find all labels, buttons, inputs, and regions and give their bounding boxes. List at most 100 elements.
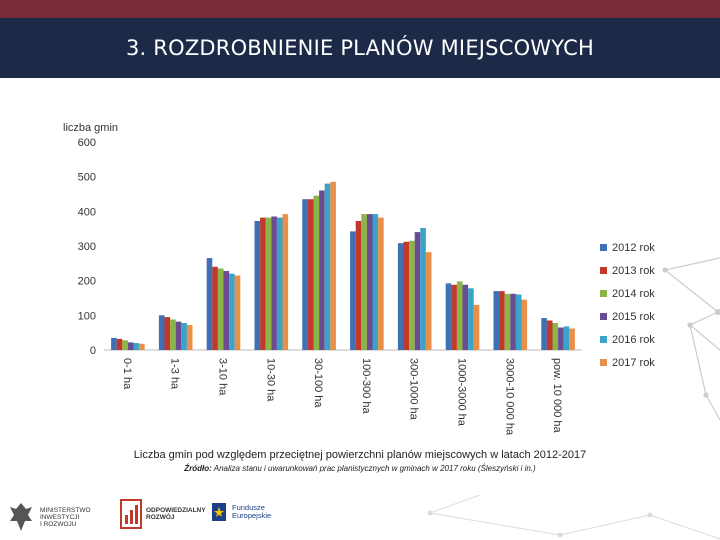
bar xyxy=(473,304,480,350)
bar xyxy=(319,190,325,350)
bar xyxy=(164,317,171,350)
x-tick-label: 0-1 ha xyxy=(121,358,133,390)
y-tick-label: 500 xyxy=(78,172,96,184)
bar xyxy=(493,291,500,350)
bar xyxy=(229,273,235,350)
bar xyxy=(133,343,140,350)
bar xyxy=(462,284,469,350)
eu-funds-star-icon xyxy=(212,503,226,521)
bar xyxy=(217,268,224,350)
title-bar: 3. ROZDROBNIENIE PLANÓW MIEJSCOWYCH xyxy=(0,18,720,78)
bar xyxy=(366,214,373,350)
legend-swatch xyxy=(600,313,607,320)
legend-swatch xyxy=(600,359,607,366)
bottom-network-decoration xyxy=(427,495,720,540)
ministry-line2: Inwestycji xyxy=(40,513,80,521)
bar xyxy=(515,294,522,350)
legend-swatch xyxy=(600,290,607,297)
bar xyxy=(468,288,474,350)
bar xyxy=(175,321,182,350)
legend-label: 2015 rok xyxy=(612,311,655,323)
bar xyxy=(420,228,426,350)
x-tick-label: pow. 10 000 ha xyxy=(551,358,563,434)
bar xyxy=(313,195,320,350)
eagle-emblem-icon xyxy=(10,503,32,531)
bar xyxy=(425,252,432,350)
bar xyxy=(116,338,123,350)
x-tick-label: 3000-10 000 ha xyxy=(503,358,515,436)
bar xyxy=(378,217,384,350)
bar xyxy=(282,214,289,350)
bar xyxy=(307,199,314,350)
y-tick-label: 300 xyxy=(78,241,96,253)
odpowiedzialny-line1: Odpowiedzialny xyxy=(146,507,206,514)
y-axis: 0 100 200 300 400 500 600 xyxy=(78,137,96,357)
bar xyxy=(552,323,559,350)
x-tick-label: 3-10 ha xyxy=(217,358,229,396)
logo-strip: Ministerstwo Inwestycji i Rozwoju Odpowi… xyxy=(0,495,720,540)
bar xyxy=(504,293,511,350)
bar xyxy=(350,231,356,350)
bar xyxy=(139,343,145,350)
bar xyxy=(271,216,277,350)
network-decoration xyxy=(662,257,720,421)
bar xyxy=(451,284,457,350)
y-tick-label: 200 xyxy=(78,276,96,288)
bar xyxy=(234,275,241,350)
x-tick-label: 1000-3000 ha xyxy=(456,358,468,427)
y-tick-label: 0 xyxy=(90,345,96,357)
x-axis-labels: 0-1 ha 1-3 ha 3-10 ha 10-30 ha 30-100 ha 100-… xyxy=(121,358,563,436)
bar xyxy=(181,323,187,350)
fundusze-line1: Fundusze xyxy=(232,503,265,512)
ministry-line3: i Rozwoju xyxy=(40,520,77,528)
top-accent-bar xyxy=(0,0,720,18)
bar xyxy=(170,319,176,350)
x-tick-label: 100-300 ha xyxy=(360,358,372,415)
bar xyxy=(499,291,505,350)
bar xyxy=(302,199,308,350)
x-tick-label: 1-3 ha xyxy=(169,358,181,390)
legend-label: 2012 rok xyxy=(612,242,655,254)
ministry-logo: Ministerstwo Inwestycji i Rozwoju xyxy=(8,501,91,533)
bar xyxy=(510,293,516,350)
fundusze-europejskie-logo: Fundusze Europejskie xyxy=(210,501,271,523)
bar xyxy=(563,326,570,350)
legend-label: 2014 rok xyxy=(612,288,655,300)
bar-chart: liczba gmin 0 100 200 300 400 500 600 0-1 ha 1-… xyxy=(63,122,720,436)
legend-label: 2013 rok xyxy=(612,265,655,277)
bar xyxy=(445,283,452,350)
legend: 2012 rok 2013 rok 2014 rok 2015 rok 2016 rok… xyxy=(600,242,655,369)
bar xyxy=(355,221,362,350)
legend-swatch xyxy=(600,244,607,251)
source-note: Źródło: Analiza stanu i uwarunkowań prac… xyxy=(0,464,720,473)
bar xyxy=(409,240,415,350)
x-tick-label: 30-100 ha xyxy=(312,358,324,408)
bar xyxy=(521,299,528,350)
bar xyxy=(260,217,266,350)
odpowiedzialny-rozwoj-logo: Odpowiedzialny Rozwój xyxy=(120,499,206,529)
x-tick-label: 300-1000 ha xyxy=(408,358,420,421)
bar xyxy=(223,271,230,350)
bar xyxy=(186,325,193,350)
slide-title: 3. ROZDROBNIENIE PLANÓW MIEJSCOWYCH xyxy=(125,36,594,60)
source-label: Źródło: xyxy=(184,464,212,473)
bar xyxy=(414,232,421,350)
legend-swatch xyxy=(600,267,607,274)
bar xyxy=(127,342,134,350)
bar xyxy=(324,183,331,350)
legend-label: 2016 rok xyxy=(612,334,655,346)
ministry-line1: Ministerstwo xyxy=(40,506,91,514)
y-tick-label: 400 xyxy=(78,206,96,218)
bar xyxy=(265,217,272,350)
bar xyxy=(558,327,564,350)
fundusze-line2: Europejskie xyxy=(232,511,272,520)
bar xyxy=(330,181,336,350)
bar xyxy=(276,217,283,350)
bar-series xyxy=(111,181,575,350)
bar xyxy=(111,337,117,350)
bar xyxy=(546,320,553,350)
y-tick-label: 600 xyxy=(78,137,96,149)
bar xyxy=(254,221,261,350)
odpowiedzialny-line2: Rozwój xyxy=(146,514,175,521)
y-axis-label: liczba gmin xyxy=(63,122,118,134)
